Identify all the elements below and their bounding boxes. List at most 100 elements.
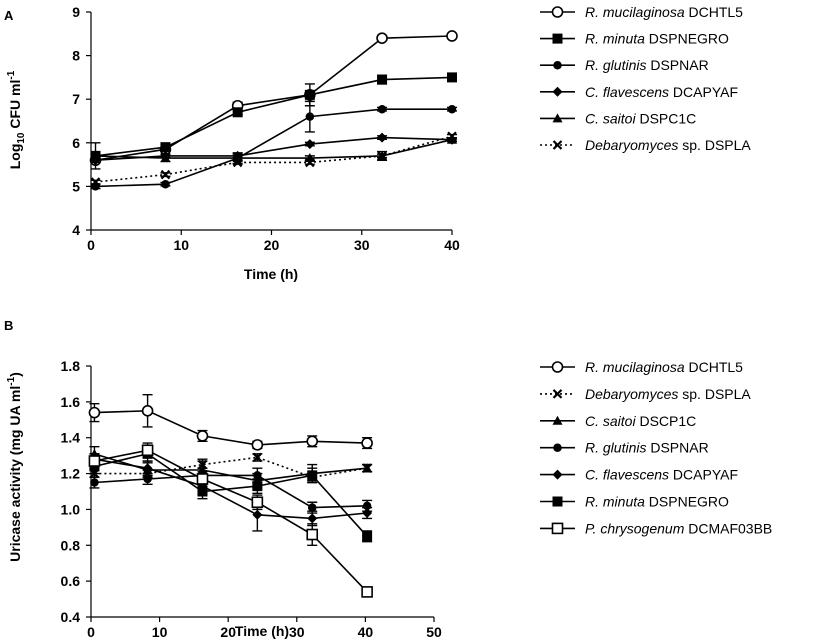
panel-a-data-point [304, 139, 315, 150]
panel-a-legend-item: C. saitoi DSPC1C [540, 110, 696, 126]
legend-label: R. mucilaginosa DCHTL5 [585, 4, 743, 20]
panel-b-series-7 [88, 442, 373, 598]
panel-b-series-line [94, 453, 368, 482]
panel-b-axes: 0 10 20 30 40 50 0.4 0.6 0.8 1.0 1.2 1.4 1.6 1.8 [61, 358, 442, 640]
panel-a-x-tick-label: 30 [354, 237, 370, 253]
legend-label: P. chrysogenum DCMAF03BB [585, 520, 772, 536]
panel-b-series-line [94, 456, 368, 479]
legend-species: C. saitoi [585, 413, 636, 429]
panel-b-data-point [252, 481, 263, 492]
panel-a-x-tick-label: 10 [173, 237, 189, 253]
panel-a-data-point [376, 32, 388, 44]
panel-b-data-point [253, 471, 262, 480]
panel-b-data-point [143, 474, 152, 484]
panel-b-letter: B [4, 318, 13, 333]
panel-a-data-point [447, 72, 457, 83]
panel-b-legend-item: Debaryomyces sp. DSPLA [540, 386, 751, 402]
panel-a-legend-item: R. glutinis DSPNAR [540, 57, 709, 73]
panel-b-legend-item: R. mucilaginosa DCHTL5 [540, 359, 743, 375]
panel-a-data-point [377, 132, 388, 143]
panel-b-series-line [94, 474, 368, 509]
panel-a-series-2 [90, 72, 457, 161]
legend-label: Debaryomyces sp. DSPLA [585, 137, 751, 153]
panel-a-data-point [160, 142, 171, 153]
panel-b-x-tick-label: 0 [87, 624, 95, 640]
legend-strain: DSCP1C [636, 413, 697, 429]
panel-a-data-point [377, 104, 387, 114]
panel-a-x-tick-label: 0 [87, 237, 95, 253]
y-label-prefix: Uricase activity (mg UA ml [7, 386, 23, 562]
panel-b-chart: B Uricase activity (mg UA ml-1) Time (h)… [4, 318, 772, 640]
panel-b-y-axis-label: Uricase activity (mg UA ml-1) [6, 372, 23, 562]
legend-label: R. minuta DSPNEGRO [585, 31, 729, 47]
legend-species: Debaryomyces [585, 137, 678, 153]
legend-species: P. chrysogenum [585, 520, 685, 536]
panel-a-data-point [304, 89, 315, 100]
panel-b-y-tick-label: 1.6 [61, 394, 81, 410]
legend-label: R. mucilaginosa DCHTL5 [585, 359, 743, 375]
panel-b-y-tick-label: 0.4 [61, 609, 81, 625]
panel-b-series-line [94, 458, 368, 520]
legend-marker [551, 522, 564, 535]
legend-strain: DCAPYAF [669, 467, 738, 483]
panel-a-data-point [377, 74, 388, 85]
legend-marker [551, 6, 564, 18]
panel-a-data-point [90, 150, 101, 160]
legend-strain: DCAPYAF [669, 84, 738, 100]
panel-b-x-tick-label: 10 [152, 624, 168, 640]
legend-label: C. flavescens DCAPYAF [585, 84, 738, 100]
panel-a-data-point [305, 112, 315, 121]
y-label-superscript: -1 [6, 70, 17, 79]
panel-a-series [89, 30, 458, 191]
legend-marker [552, 33, 563, 44]
legend-label: R. glutinis DSPNAR [585, 440, 709, 456]
panel-a-data-point [160, 169, 171, 180]
panel-a-y-tick-label: 7 [72, 91, 80, 107]
panel-a-series-line [95, 135, 453, 183]
panel-a-legend-item: Debaryomyces sp. DSPLA [540, 137, 751, 153]
panel-a-data-point [447, 134, 457, 144]
panel-b-data-point [251, 439, 264, 451]
panel-b-data-point [306, 435, 319, 448]
panel-a-data-point [161, 179, 170, 189]
panel-b-data-point [141, 444, 154, 457]
panel-a-y-tick-label: 8 [72, 48, 80, 64]
panel-b-data-point [306, 528, 319, 541]
panel-b-data-point [362, 463, 373, 473]
panel-b-series-line [94, 449, 368, 593]
panel-b-data-point [362, 531, 373, 542]
panel-a-data-point [377, 151, 387, 161]
panel-a-legend-item: C. flavescens DCAPYAF [540, 84, 738, 100]
panel-a-legend-item: R. minuta DSPNEGRO [540, 31, 729, 47]
panel-b-x-tick-label: 40 [358, 624, 374, 640]
panel-b-legend-item: P. chrysogenum DCMAF03BB [540, 520, 772, 536]
panel-a-chart: A Log10 CFU ml-1 Time (h) 0 10 20 30 4045678… [4, 4, 751, 282]
legend-species: R. mucilaginosa [585, 359, 685, 375]
panel-a-y-tick-label: 5 [72, 178, 80, 194]
panel-a-series-line [95, 35, 453, 161]
legend-label: R. minuta DSPNEGRO [585, 494, 729, 510]
panel-b-x-tick-label: 20 [220, 624, 236, 640]
panel-b-data-point [197, 486, 208, 497]
panel-b-x-axis-label: Time (h) [235, 623, 289, 639]
panel-a-x-tick-label: 20 [264, 237, 280, 253]
panel-b-data-point [361, 437, 373, 449]
panel-b-series-line [94, 409, 368, 446]
panel-b-data-point [142, 463, 153, 474]
panel-b-x-tick-label: 50 [426, 624, 442, 640]
panel-b-data-point [307, 503, 317, 512]
panel-b-series [88, 393, 373, 598]
legend-species: R. mucilaginosa [585, 4, 685, 20]
panel-a-data-point [446, 30, 458, 42]
panel-b-y-tick-label: 0.8 [61, 537, 81, 553]
panel-a-data-point [447, 131, 457, 142]
legend-strain: DSPC1C [636, 110, 697, 126]
panel-a-x-axis-label: Time (h) [244, 266, 298, 282]
panel-a-data-point [447, 104, 457, 114]
panel-a-series-1 [89, 30, 458, 167]
y-label-middle: CFU ml [7, 80, 23, 133]
legend-strain: DSPNEGRO [645, 494, 729, 510]
panel-b-y-tick-label: 0.6 [61, 573, 81, 589]
panel-a-series-6 [90, 131, 457, 187]
